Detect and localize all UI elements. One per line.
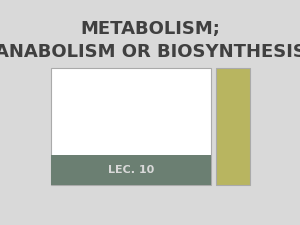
FancyBboxPatch shape bbox=[217, 68, 250, 184]
Text: METABOLISM;
ANABOLISM OR BIOSYNTHESIS: METABOLISM; ANABOLISM OR BIOSYNTHESIS bbox=[0, 20, 300, 61]
FancyBboxPatch shape bbox=[51, 155, 211, 184]
FancyBboxPatch shape bbox=[51, 68, 211, 184]
Text: LEC. 10: LEC. 10 bbox=[108, 165, 154, 175]
